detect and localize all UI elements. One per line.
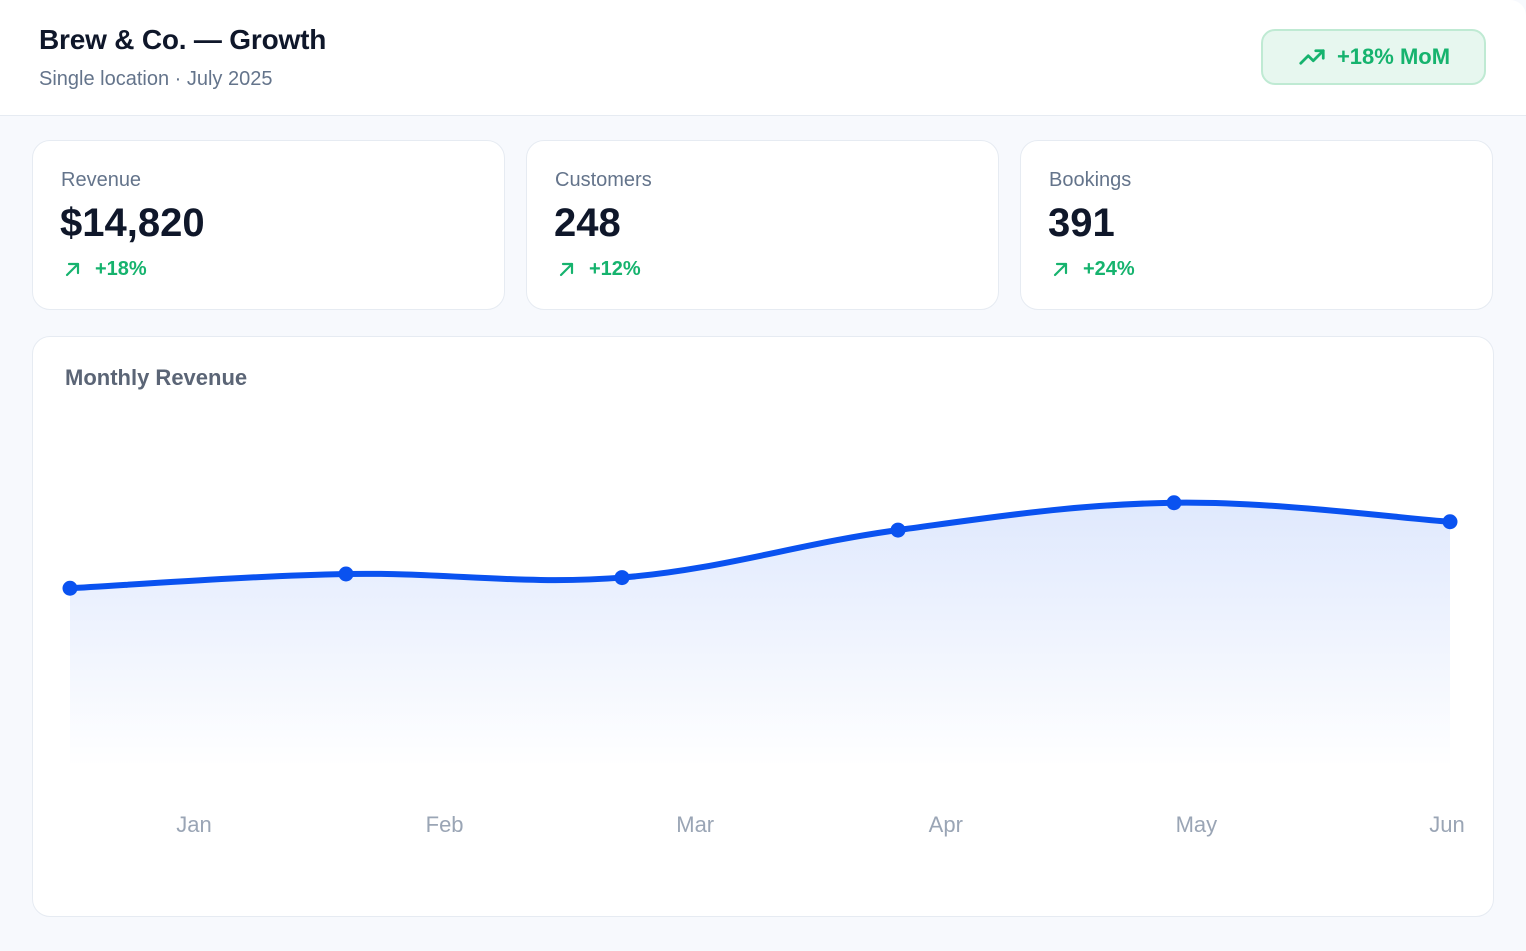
chart-point-may[interactable] [1166,495,1182,511]
kpi-delta: +12% [555,257,641,281]
x-tick-label-feb: Feb [426,812,464,837]
x-tick-label-jan: Jan [176,812,211,837]
chart-point-mar[interactable] [614,570,630,586]
chart-series-line [67,499,1453,592]
arrow-up-right-icon [65,262,80,277]
kpi-label: Bookings [1049,169,1132,191]
kpi-delta-value: +18% [95,257,147,280]
chart-point-feb[interactable] [338,566,354,582]
kpi-value: 391 [1048,201,1115,245]
arrow-up-right-icon [1053,262,1068,277]
x-tick-label-jun: Jun [1429,812,1464,837]
chart-point-jan[interactable] [62,580,78,596]
kpi-delta: +24% [1049,257,1135,281]
monthly-revenue-chart-card: Monthly Revenue Jan Feb Mar Apr May Jun [32,336,1494,917]
kpi-delta-value: +12% [589,257,641,280]
chart-title: Monthly Revenue [65,365,248,390]
kpi-card-revenue: Revenue $14,820 +18% [32,140,505,310]
mom-growth-badge: +18% MoM [1261,29,1486,85]
mom-growth-label: +18% MoM [1336,44,1451,69]
kpi-value: 248 [554,201,621,245]
page-title: Brew & Co. — Growth [39,24,327,55]
chart-point-jun[interactable] [1442,514,1458,530]
x-tick-label-mar: Mar [676,812,714,837]
page-subtitle: Single location · July 2025 [39,68,273,90]
arrow-up-right-icon [559,262,574,277]
kpi-label: Revenue [61,169,142,191]
kpi-card-customers: Customers 248 +12% [526,140,999,310]
x-tick-label-may: May [1176,812,1218,837]
kpi-delta-value: +24% [1083,257,1135,280]
x-tick-label-apr: Apr [929,812,963,837]
monthly-revenue-chart: Jan Feb Mar Apr May Jun [62,495,1465,837]
kpi-card-bookings: Bookings 391 +24% [1020,140,1493,310]
chart-area-fill [70,502,1450,767]
trending-up-icon [1299,49,1325,65]
header: Brew & Co. — Growth Single location · Ju… [0,0,1526,116]
chart-point-apr[interactable] [890,522,906,538]
kpi-value: $14,820 [60,201,205,245]
kpi-delta: +18% [61,257,147,281]
kpi-label: Customers [555,169,652,191]
